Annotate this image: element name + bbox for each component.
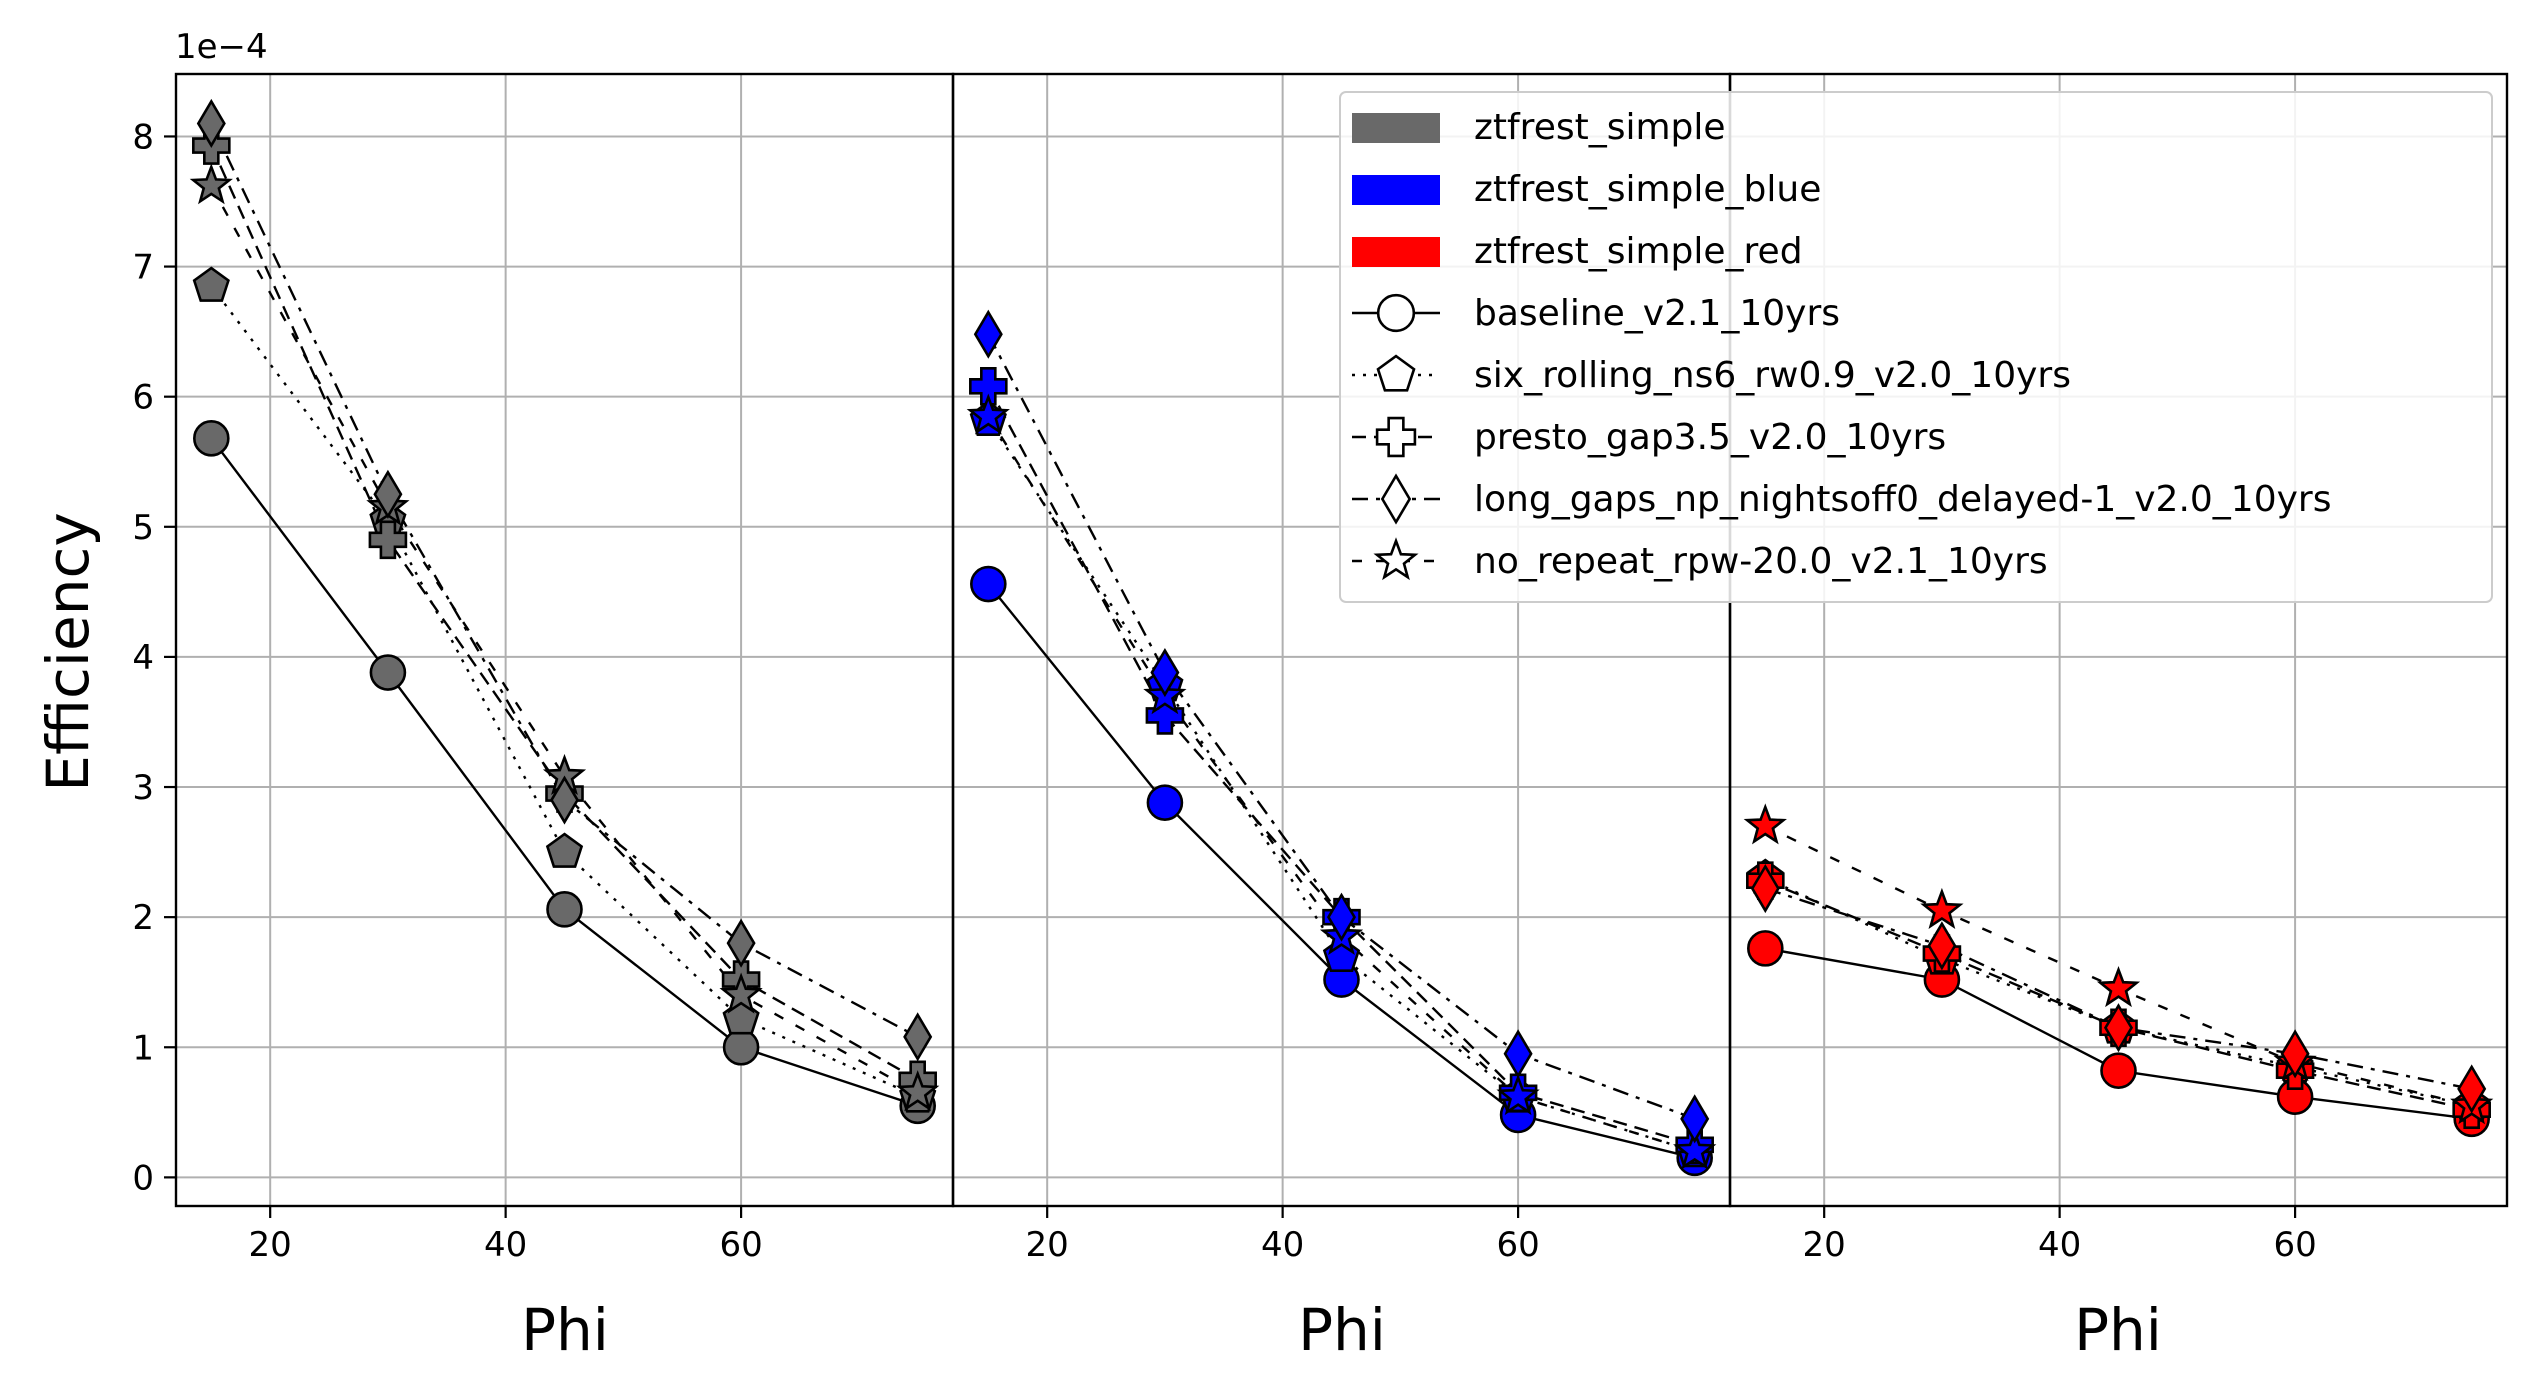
y-tick-label: 7	[132, 248, 154, 288]
legend-label: presto_gap3.5_v2.0_10yrs	[1474, 417, 1946, 458]
legend-label: no_repeat_rpw-20.0_v2.1_10yrs	[1474, 541, 2048, 582]
x-tick-label: 60	[719, 1225, 762, 1265]
x-tick-label: 20	[249, 1225, 292, 1265]
legend-label: six_rolling_ns6_rw0.9_v2.0_10yrs	[1474, 355, 2071, 396]
data-point	[722, 998, 760, 1035]
data-point	[896, 1070, 940, 1112]
legend-marker	[1376, 354, 1416, 392]
y-axis-label: Efficiency	[34, 512, 102, 791]
x-tick-label: 40	[1261, 1225, 1304, 1265]
x-tick-label: 20	[1026, 1225, 1069, 1265]
series-line	[210, 145, 919, 1081]
x-tick-label: 60	[2273, 1225, 2316, 1265]
y-tick-label: 8	[132, 117, 154, 157]
y-tick-label: 6	[132, 378, 154, 418]
data-point	[2280, 1029, 2310, 1079]
y-tick-label: 1	[132, 1028, 154, 1068]
legend-marker	[1373, 537, 1419, 581]
legend-label: ztfrest_simple	[1474, 107, 1726, 148]
x-tick-label: 60	[1496, 1225, 1539, 1265]
legend-swatch	[1352, 175, 1440, 205]
data-point	[1150, 647, 1180, 698]
legend-box	[1339, 91, 2493, 603]
data-point	[545, 832, 584, 868]
data-point	[369, 654, 407, 691]
data-point	[903, 1012, 933, 1062]
data-point	[193, 420, 230, 457]
data-point	[1743, 803, 1787, 845]
data-point	[2103, 1003, 2134, 1053]
data-point	[726, 918, 756, 968]
y-tick-label: 0	[132, 1158, 154, 1198]
data-point	[546, 891, 583, 928]
data-point	[1927, 921, 1957, 971]
legend: ztfrest_simple ztfrest_simple_blueztfrest…	[1339, 91, 2493, 603]
series-line	[210, 285, 919, 1098]
data-point	[196, 98, 226, 148]
panel-frame	[1728, 72, 2509, 1208]
series-layer	[189, 98, 2494, 1177]
legend-marker	[1375, 416, 1417, 458]
x-tick-label: 40	[484, 1225, 527, 1265]
x-tick-label: 40	[2038, 1225, 2081, 1265]
data-point	[368, 520, 408, 560]
data-point	[969, 366, 1008, 406]
frame-layer	[164, 72, 2509, 1218]
data-point	[1680, 1094, 1710, 1144]
data-point	[2457, 1064, 2487, 1114]
axis-layer: 1e−4 Efficiency Phi Phi Phi 20 40 60 20 40 60…	[34, 27, 2317, 1364]
panel-frame	[174, 72, 955, 1208]
legend-swatch	[1352, 237, 1440, 267]
data-point	[966, 393, 1010, 435]
x-axis-label: Phi	[2074, 1296, 2162, 1364]
data-point	[722, 1028, 760, 1066]
y-offset-label: 1e−4	[175, 27, 268, 67]
data-point	[2100, 1052, 2137, 1089]
y-tick-label: 2	[132, 898, 154, 938]
data-point	[970, 565, 1007, 603]
data-point	[1146, 784, 1184, 821]
data-point	[549, 775, 580, 825]
y-tick-label: 3	[132, 768, 154, 808]
legend-label: ztfrest_simple_red	[1474, 231, 1803, 272]
legend-label: baseline_v2.1_10yrs	[1474, 293, 1840, 334]
data-point	[2096, 966, 2141, 1008]
legend-label: ztfrest_simple_blue	[1474, 169, 1821, 210]
data-point	[973, 309, 1003, 359]
series-line	[210, 185, 919, 1094]
legend-swatch	[1352, 113, 1440, 143]
x-axis-label: Phi	[1298, 1296, 1386, 1364]
data-point	[1496, 1074, 1540, 1116]
data-point	[1673, 1128, 1717, 1170]
series-line	[987, 583, 1695, 1160]
series-line	[987, 333, 1696, 1120]
series-line	[1764, 887, 2472, 1091]
data-point	[1920, 887, 1964, 930]
legend-marker	[1380, 473, 1412, 525]
data-point	[189, 163, 233, 205]
data-point	[1503, 1029, 1533, 1079]
data-point	[1747, 930, 1784, 967]
x-tick-label: 20	[1803, 1225, 1846, 1265]
data-point	[373, 469, 403, 519]
data-point	[192, 266, 230, 302]
x-axis-label: Phi	[521, 1296, 609, 1364]
data-point	[1750, 863, 1780, 914]
data-point	[719, 972, 763, 1014]
legend-label: long_gaps_np_nightsoff0_delayed-1_v2.0_1…	[1474, 479, 2331, 520]
y-tick-label: 4	[132, 638, 154, 678]
data-point	[1326, 892, 1357, 942]
y-tick-label: 5	[132, 508, 154, 548]
legend-marker	[1376, 293, 1416, 333]
